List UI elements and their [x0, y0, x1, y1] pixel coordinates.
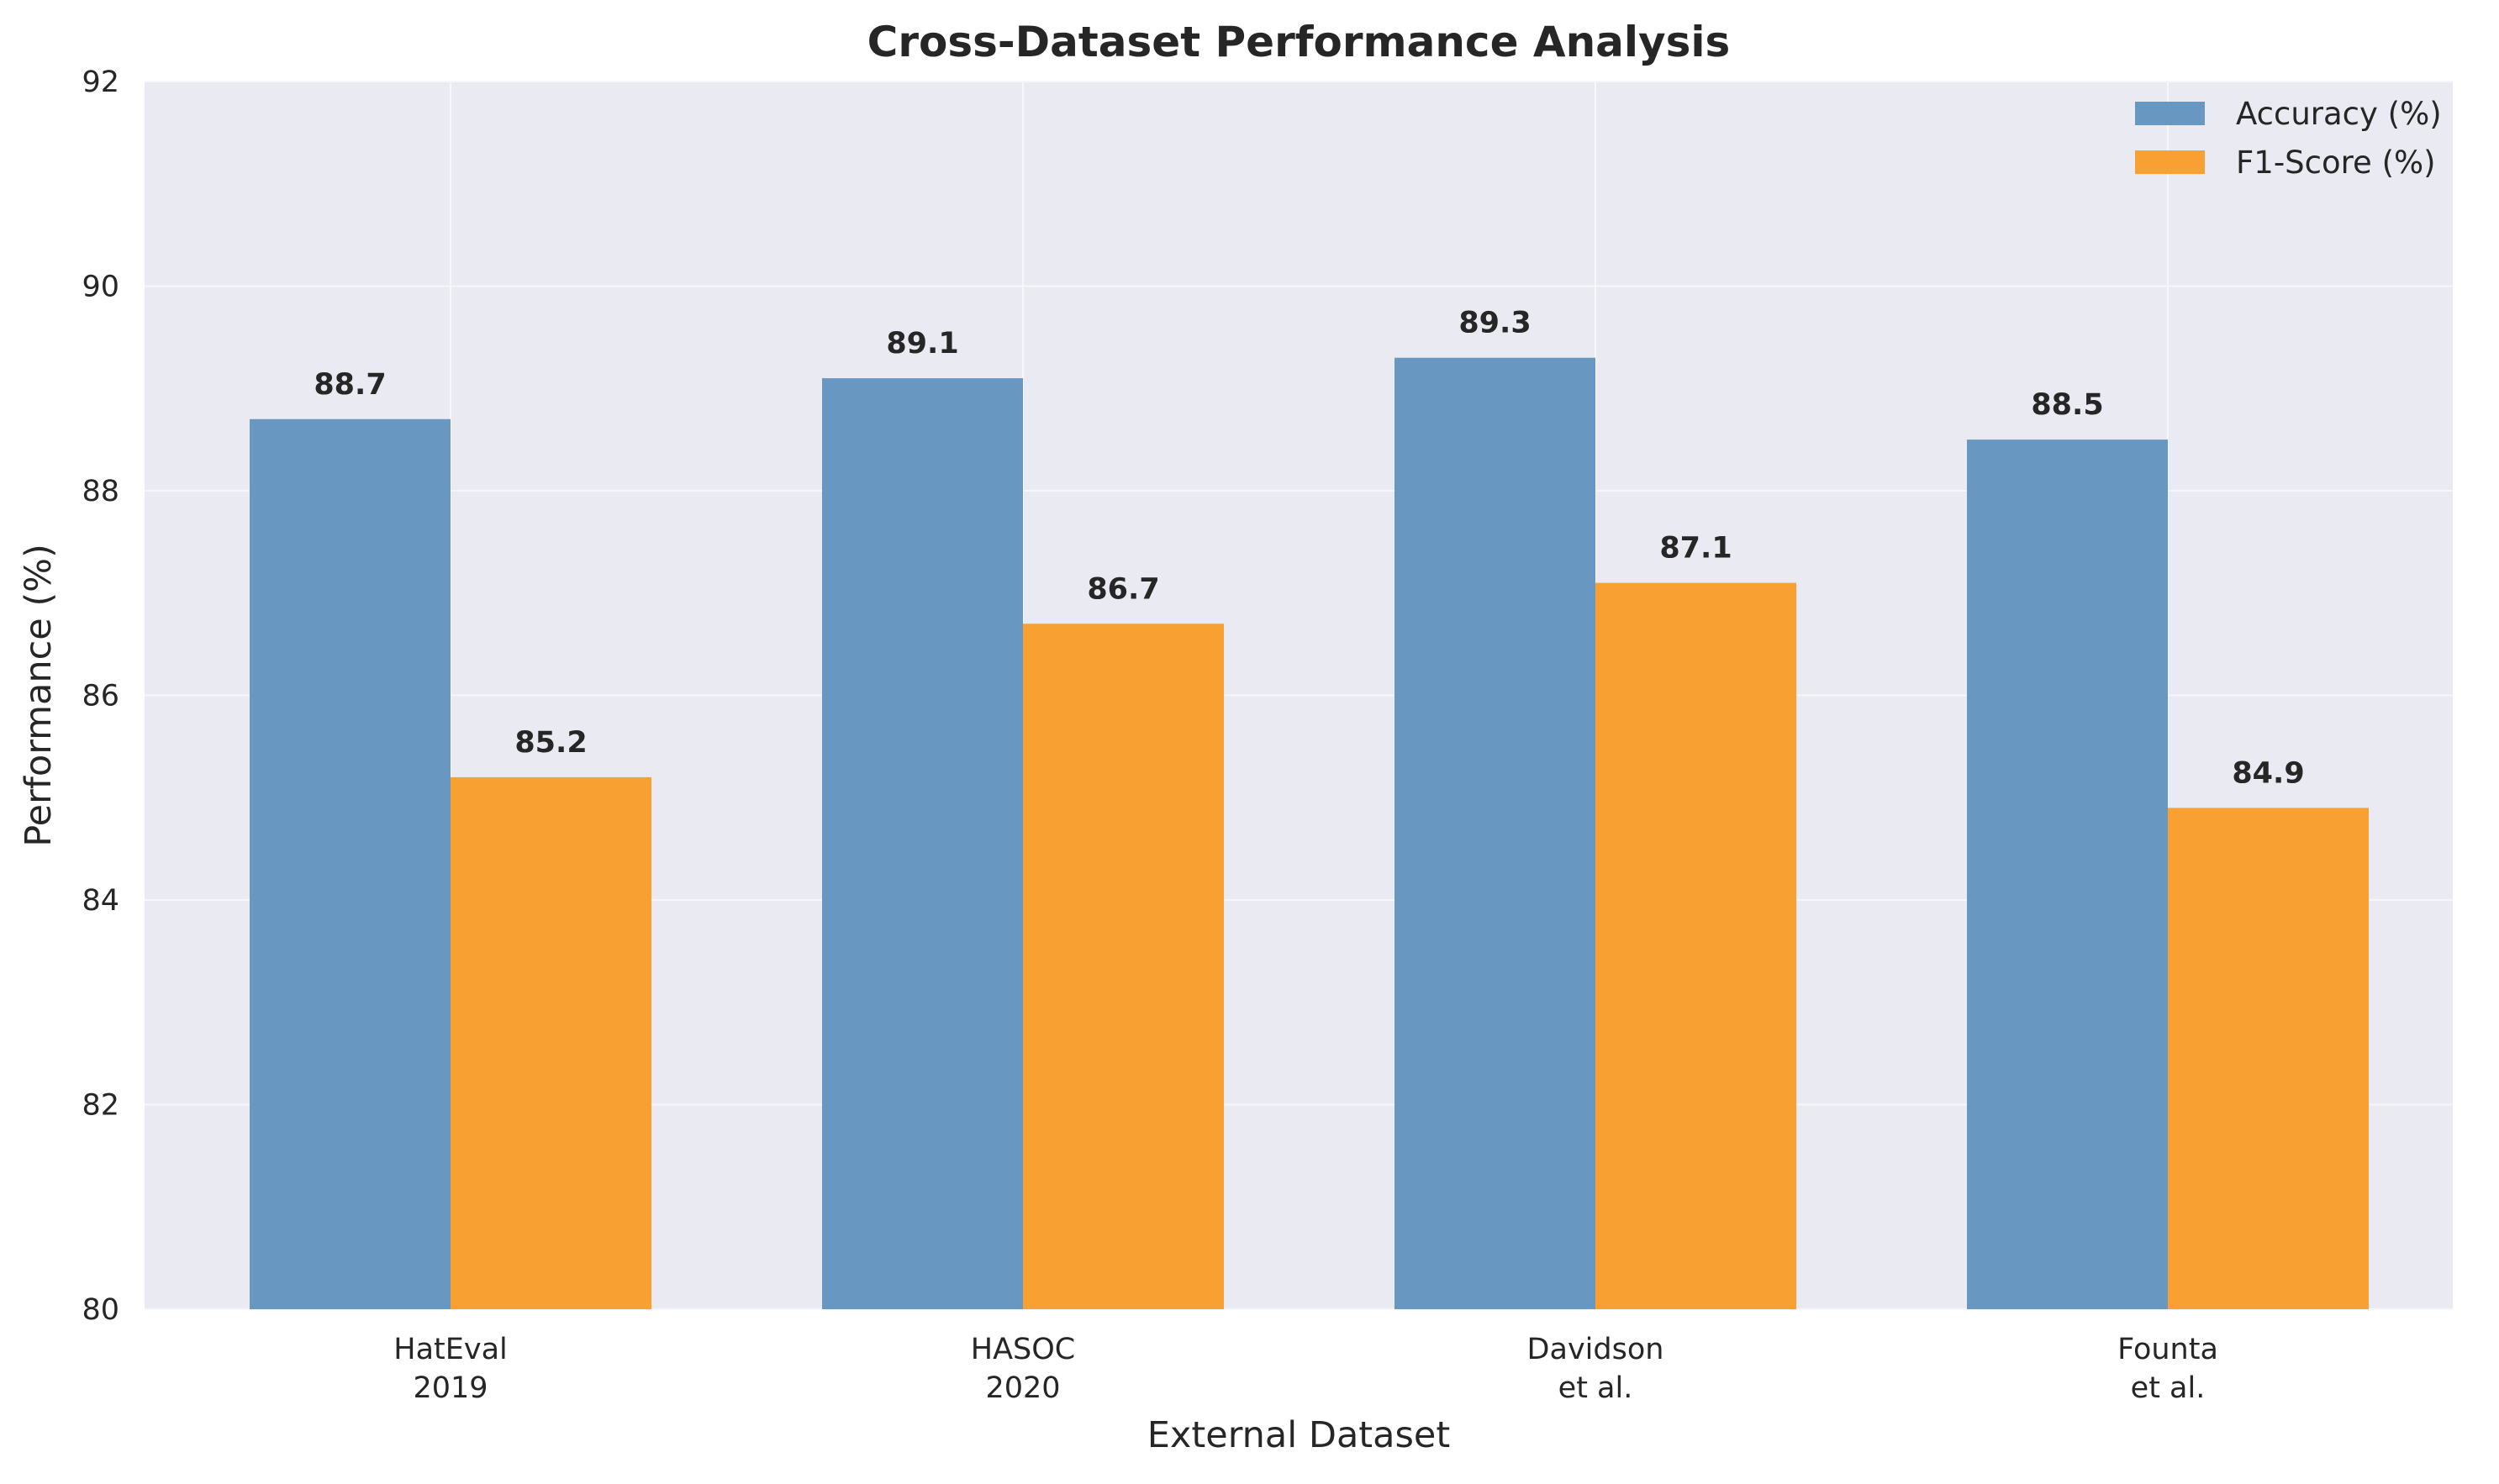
- x-axis-ticks: HatEval 2019 HASOC 2020 Davidson et al. Founta…: [393, 1333, 2218, 1405]
- x-tick-label: HASOC: [971, 1333, 1075, 1366]
- data-labels: 88.7 89.1 89.3 88.5 85.2 86.7 87.1 84.9: [314, 307, 2304, 791]
- y-axis-ticks: 80 82 84 86 88 90 92: [82, 66, 119, 1327]
- y-axis-label: Performance (%): [18, 544, 60, 847]
- f1-score-bar: [451, 776, 651, 1309]
- y-tick-label: 90: [82, 271, 119, 304]
- x-tick-label: Founta: [2117, 1333, 2218, 1366]
- f1-score-data-label: 86.7: [1087, 572, 1159, 606]
- f1-score-data-label: 87.1: [1659, 532, 1732, 566]
- bars: [250, 357, 2369, 1310]
- accuracy-data-label: 89.3: [1458, 307, 1531, 340]
- y-tick-label: 86: [82, 680, 119, 713]
- accuracy-bar: [1967, 439, 2168, 1309]
- accuracy-bar: [1394, 357, 1595, 1310]
- f1-score-bar: [2168, 808, 2369, 1309]
- accuracy-data-label: 88.7: [314, 368, 386, 402]
- y-tick-label: 88: [82, 475, 119, 508]
- legend: Accuracy (%) F1-Score (%): [2135, 96, 2442, 181]
- x-tick-label: 2020: [985, 1371, 1060, 1405]
- x-tick-label: Davidson: [1527, 1333, 1664, 1366]
- legend-label: F1-Score (%): [2236, 145, 2436, 181]
- y-tick-label: 84: [82, 884, 119, 918]
- y-tick-label: 92: [82, 66, 119, 99]
- x-tick-label: et al.: [1558, 1371, 1633, 1405]
- y-tick-label: 82: [82, 1089, 119, 1123]
- x-axis-label: External Dataset: [1147, 1414, 1450, 1456]
- y-tick-label: 80: [82, 1293, 119, 1327]
- accuracy-bar: [250, 418, 451, 1309]
- f1-score-bar: [1023, 624, 1224, 1309]
- f1-score-bar: [1595, 582, 1796, 1309]
- f1-score-data-label: 85.2: [514, 726, 587, 760]
- x-tick-label: HatEval: [393, 1333, 508, 1366]
- legend-label: Accuracy (%): [2236, 96, 2442, 132]
- x-tick-label: 2019: [413, 1371, 488, 1405]
- accuracy-data-label: 88.5: [2031, 388, 2103, 422]
- legend-swatch: [2135, 102, 2205, 125]
- legend-swatch: [2135, 150, 2205, 174]
- f1-score-data-label: 84.9: [2232, 756, 2304, 790]
- accuracy-data-label: 89.1: [886, 327, 958, 360]
- accuracy-bar: [822, 378, 1023, 1310]
- x-tick-label: et al.: [2131, 1371, 2206, 1405]
- chart-title: Cross-Dataset Performance Analysis: [867, 18, 1731, 66]
